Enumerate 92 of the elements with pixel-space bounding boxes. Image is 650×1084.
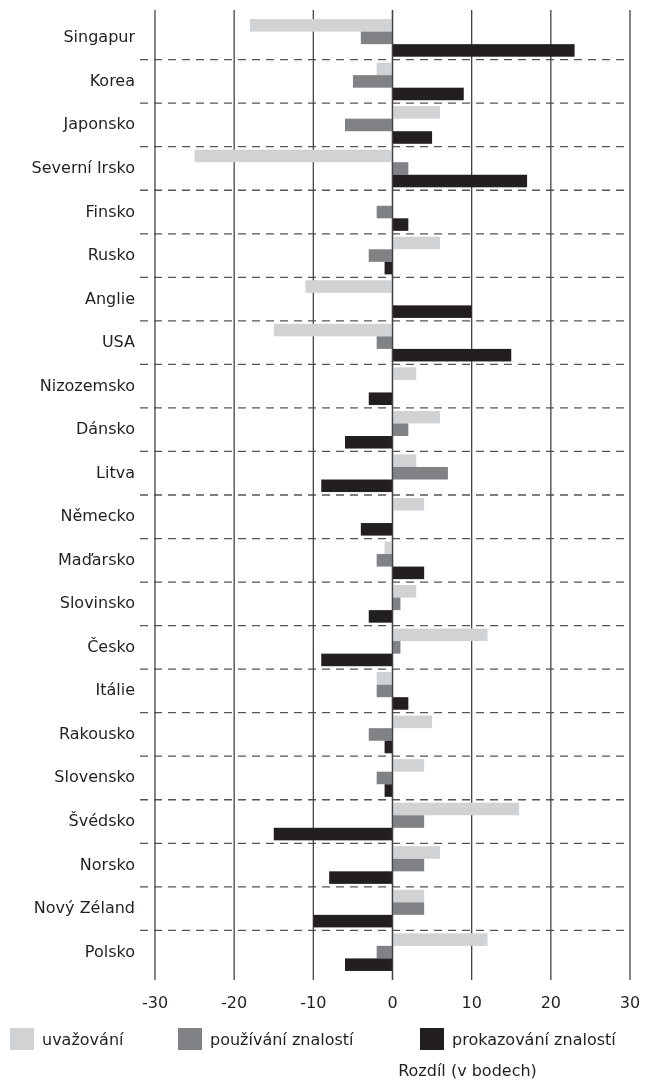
- bar: [376, 771, 393, 785]
- bar: [345, 118, 393, 132]
- y-tick-label: Polsko: [84, 941, 135, 961]
- y-tick-label: Japonsko: [62, 114, 135, 134]
- bar: [392, 641, 401, 654]
- bar: [194, 149, 393, 163]
- bar: [392, 759, 425, 772]
- bar: [384, 541, 393, 555]
- bar: [376, 684, 393, 698]
- bar: [392, 367, 417, 380]
- bar: [392, 44, 575, 57]
- bar: [376, 336, 393, 349]
- y-tick-label: Nizozemsko: [39, 375, 135, 395]
- bar: [376, 205, 393, 219]
- x-tick-label: 10: [461, 993, 482, 1012]
- bar: [392, 802, 520, 816]
- bar: [392, 348, 512, 362]
- bar: [250, 19, 393, 32]
- y-tick-label: Rakousko: [58, 723, 135, 743]
- legend-label: prokazování znalostí: [452, 1030, 617, 1049]
- bar: [345, 435, 393, 449]
- bar: [392, 697, 409, 710]
- bar: [305, 280, 393, 293]
- bar: [321, 479, 393, 493]
- y-tick-label: Nový Zéland: [33, 898, 135, 918]
- bar: [321, 653, 393, 667]
- bar: [392, 131, 433, 144]
- bar: [392, 858, 425, 872]
- y-tick-label: Finsko: [85, 201, 135, 221]
- bar: [392, 410, 440, 424]
- bar: [392, 715, 433, 729]
- bar: [360, 523, 393, 536]
- bar: [392, 889, 425, 903]
- y-tick-label: Singapur: [63, 27, 136, 47]
- bar: [392, 174, 528, 188]
- y-tick-label: Itálie: [95, 680, 135, 700]
- bar: [392, 846, 440, 859]
- legend-label: uvažování: [42, 1030, 125, 1049]
- bar: [329, 871, 393, 884]
- bar: [392, 585, 417, 598]
- bar: [392, 162, 409, 175]
- bar: [392, 218, 409, 231]
- bar: [376, 672, 393, 685]
- bar: [273, 827, 393, 841]
- bar: [392, 423, 409, 436]
- bar: [352, 75, 393, 88]
- y-tick-label: Norsko: [79, 854, 135, 874]
- bar: [376, 62, 393, 76]
- y-tick-label: Litva: [96, 462, 135, 482]
- x-tick-label: -10: [300, 993, 327, 1012]
- bar: [392, 466, 448, 480]
- bar: [392, 902, 425, 915]
- y-tick-label: Maďarsko: [58, 549, 135, 569]
- x-tick-label: 0: [387, 993, 398, 1012]
- y-tick-label: Rusko: [87, 245, 135, 265]
- y-tick-label: Německo: [60, 506, 135, 526]
- bar: [392, 933, 488, 946]
- bar: [392, 87, 464, 101]
- bar: [368, 610, 393, 623]
- y-tick-label: Korea: [89, 70, 135, 90]
- y-tick-label: Švédsko: [68, 811, 135, 831]
- bar: [384, 784, 393, 797]
- bar: [368, 249, 393, 262]
- x-tick-label: -30: [141, 993, 169, 1012]
- x-tick-label: 20: [540, 993, 562, 1012]
- bar: [392, 628, 488, 642]
- bar: [392, 454, 417, 467]
- y-tick-label: Anglie: [85, 288, 135, 308]
- bar: [376, 945, 393, 959]
- bar: [368, 392, 393, 405]
- bar: [360, 31, 393, 45]
- bar: [345, 958, 393, 971]
- y-tick-label: Česko: [87, 636, 135, 656]
- y-tick-label: Dánsko: [75, 419, 135, 439]
- bar: [392, 815, 425, 828]
- legend-label: používání znalostí: [210, 1030, 355, 1049]
- bar: [368, 728, 393, 741]
- bar: [392, 305, 472, 318]
- bar: [392, 236, 440, 250]
- bar: [273, 323, 393, 337]
- bar: [376, 554, 393, 567]
- y-tick-label: Slovinsko: [59, 593, 135, 613]
- y-tick-label: Severní Irsko: [31, 157, 135, 177]
- y-tick-label: Slovensko: [54, 767, 135, 787]
- bar: [313, 914, 393, 928]
- y-tick-label: USA: [101, 332, 136, 352]
- bar: [392, 566, 425, 580]
- x-tick-label: 30: [619, 993, 641, 1012]
- bar: [392, 497, 425, 511]
- bar: [392, 106, 440, 119]
- x-axis-title: Rozdíl (v bodech): [398, 1061, 537, 1080]
- x-tick-label: -20: [221, 993, 248, 1012]
